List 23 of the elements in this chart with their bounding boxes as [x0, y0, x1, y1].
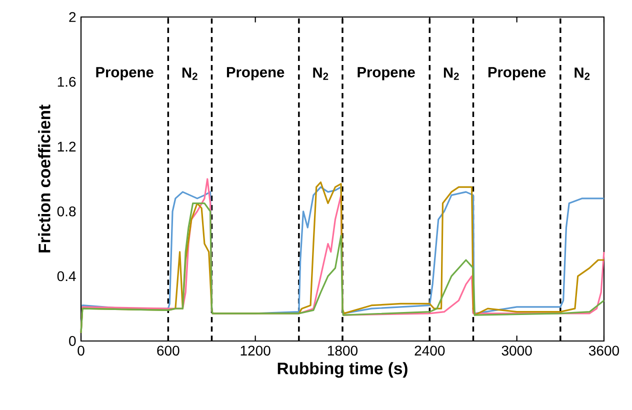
annotation: Propene [358, 67, 415, 80]
x-tick-label: 0 [78, 346, 84, 356]
x-tick-label: 1800 [328, 346, 358, 356]
text: N$_{2}$ [574, 68, 590, 80]
y-tick-label: 1.6 [58, 76, 76, 87]
text: N$_{2}$ [182, 68, 198, 80]
annotation: Propene [226, 67, 284, 80]
y-axis-title: Friction coefficient [38, 104, 50, 252]
text: N$_{2}$ [313, 68, 328, 80]
x-tick-label: 2400 [414, 346, 445, 356]
x-tick-label: 3600 [588, 346, 620, 356]
y-tick-label: 1.2 [58, 142, 76, 152]
x-tick-label: 1200 [240, 346, 270, 356]
annotation: Propene [96, 67, 154, 80]
y-tick-label: 0.8 [57, 206, 76, 216]
annotation: Propene [488, 67, 546, 80]
x-axis-title: Rubbing time (s) [278, 362, 408, 378]
y-tick-label: 0.4 [57, 271, 76, 282]
x-tick-label: 600 [157, 346, 180, 356]
y-tick-label: 2 [69, 12, 76, 22]
text: N$_{2}$ [444, 68, 459, 80]
y-tick-label: 0 [69, 336, 76, 346]
x-tick-label: 3000 [502, 346, 532, 356]
